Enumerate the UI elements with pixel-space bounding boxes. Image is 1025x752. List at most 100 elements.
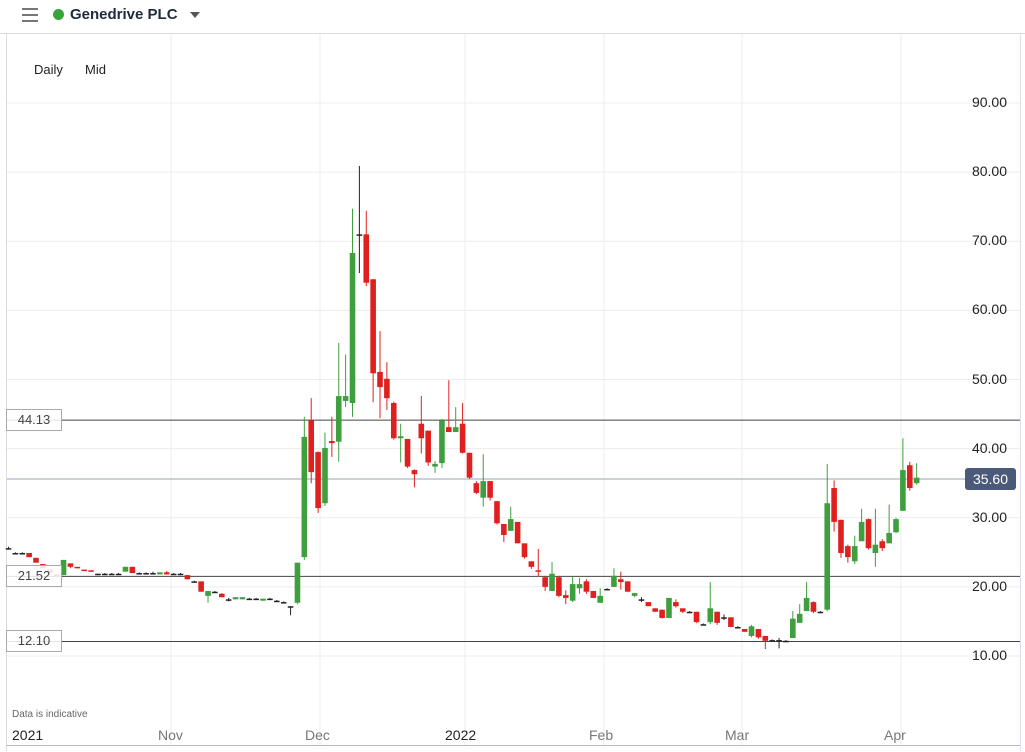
up-candle: [294, 562, 301, 605]
instrument-title[interactable]: Genedrive PLC: [70, 6, 178, 23]
down-candle: [418, 396, 425, 454]
candle-body: [150, 573, 156, 575]
doji-candle: [150, 571, 156, 575]
up-candle: [452, 407, 459, 433]
down-candle: [810, 601, 817, 614]
x-tick-label: Dec: [305, 727, 330, 743]
candle-body: [480, 481, 487, 498]
candle-body: [177, 573, 184, 576]
up-candle: [480, 454, 487, 507]
hamburger-icon[interactable]: [22, 8, 38, 22]
interval-selector[interactable]: Daily: [34, 62, 63, 77]
candle-body: [673, 602, 679, 607]
candle-body: [611, 575, 617, 587]
doji-candle: [700, 623, 707, 626]
candle-body: [900, 470, 906, 511]
up-candle: [790, 611, 796, 639]
up-candle: [322, 432, 328, 506]
y-tick-label: 80.00: [971, 163, 1007, 180]
candle-body: [184, 575, 191, 580]
candle-body: [163, 572, 170, 575]
candle-body: [755, 629, 762, 638]
up-candle: [824, 463, 831, 612]
price-type-selector[interactable]: Mid: [85, 62, 106, 77]
candle-body: [556, 577, 562, 596]
up-candle: [397, 423, 404, 463]
candle-body: [645, 602, 652, 607]
candle-body: [783, 640, 789, 643]
candle-body: [624, 581, 631, 592]
up-candle: [803, 582, 810, 612]
doji-candle: [253, 597, 259, 601]
candle-body: [157, 572, 163, 575]
down-candle: [315, 451, 321, 513]
down-candle: [473, 481, 480, 495]
candle-body: [473, 483, 480, 493]
candle-body: [170, 573, 177, 576]
candle-body: [5, 548, 12, 550]
up-candle: [301, 416, 308, 560]
down-candle: [762, 635, 769, 650]
candle-body: [33, 557, 39, 563]
down-candle: [679, 608, 686, 614]
chart-header: Genedrive PLC: [0, 0, 1025, 34]
up-candle: [631, 593, 638, 598]
candle-body: [136, 573, 143, 575]
up-candle: [748, 624, 755, 638]
candle-body: [879, 541, 886, 549]
price-level-label[interactable]: 21.52: [6, 565, 62, 588]
current-price-badge: 35.60: [965, 468, 1016, 491]
candle-body: [576, 584, 583, 589]
candle-body: [913, 477, 920, 484]
candle-body: [886, 532, 892, 544]
up-candle: [260, 598, 266, 601]
candle-body: [212, 591, 218, 594]
caret-down-icon[interactable]: [190, 12, 200, 18]
candle-body: [583, 581, 590, 592]
doji-candle: [783, 640, 789, 643]
down-candle: [459, 403, 466, 454]
doji-candle: [177, 573, 184, 576]
navigator-bar[interactable]: [6, 745, 1020, 752]
candle-body: [666, 597, 672, 618]
doji-candle: [721, 614, 727, 621]
down-candle: [487, 481, 493, 501]
down-candle: [184, 575, 191, 580]
candle-body: [67, 563, 74, 567]
doji-candle: [12, 552, 19, 555]
candle-body: [604, 588, 610, 591]
price-level-label[interactable]: 12.10: [6, 630, 62, 653]
candle-body: [790, 618, 796, 639]
left-border: [6, 34, 7, 751]
candle-body: [831, 488, 837, 522]
up-candle: [122, 566, 129, 572]
doji-candle: [287, 606, 294, 616]
candle-body: [308, 420, 315, 473]
up-candle: [707, 582, 714, 625]
up-candle: [666, 597, 672, 618]
candle-body: [122, 566, 129, 572]
down-candle: [514, 521, 521, 544]
y-tick-label: 50.00: [971, 370, 1007, 387]
candle-body: [342, 396, 349, 401]
doji-candle: [108, 573, 115, 576]
candle-body: [452, 427, 459, 433]
x-tick-label: 2021: [12, 727, 44, 743]
candle-body: [776, 640, 782, 642]
candle-body: [129, 566, 136, 574]
candle-body: [796, 613, 803, 623]
down-candle: [741, 629, 748, 632]
y-tick-label: 60.00: [971, 301, 1007, 318]
doji-candle: [274, 600, 280, 603]
up-candle: [900, 438, 906, 511]
y-tick-label: 10.00: [971, 647, 1007, 663]
doji-candle: [638, 597, 645, 603]
candle-body: [225, 599, 232, 601]
down-candle: [556, 575, 562, 598]
candle-body: [693, 611, 700, 623]
up-candle: [232, 597, 239, 600]
candle-body: [514, 521, 521, 544]
price-level-label[interactable]: 44.13: [6, 409, 62, 432]
x-tick-label: Feb: [589, 727, 614, 743]
down-candle: [521, 543, 528, 559]
